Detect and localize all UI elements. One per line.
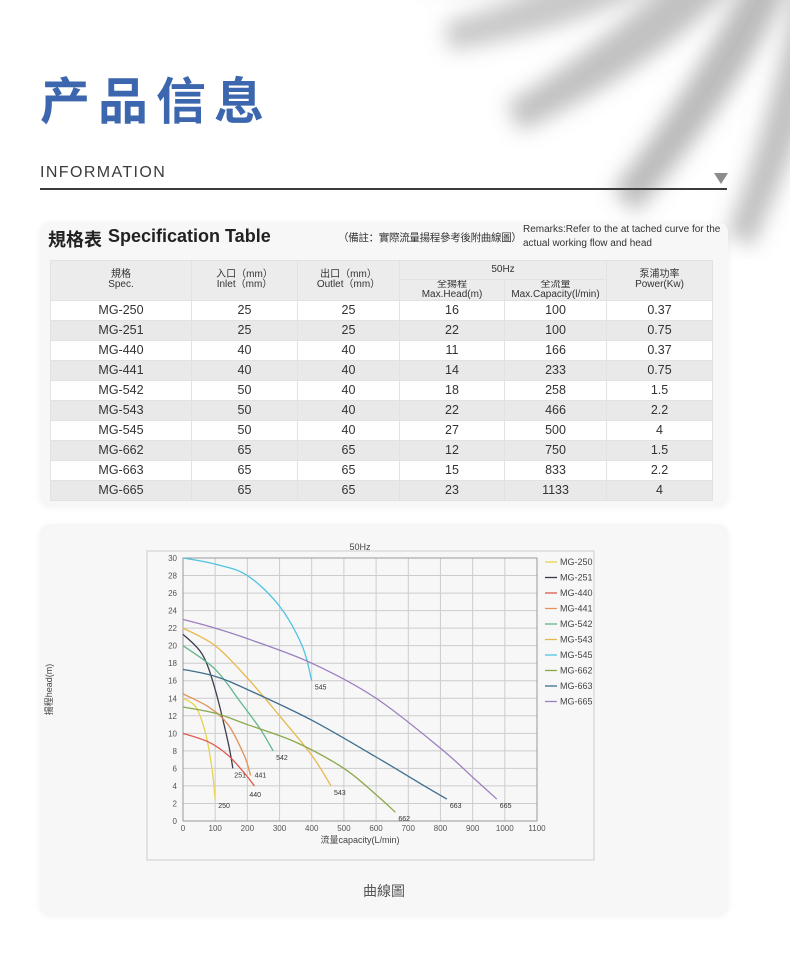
svg-text:MG-542: MG-542 bbox=[560, 619, 593, 629]
svg-text:MG-251: MG-251 bbox=[560, 573, 593, 583]
svg-text:1000: 1000 bbox=[496, 824, 514, 833]
svg-text:2: 2 bbox=[173, 799, 178, 808]
svg-text:16: 16 bbox=[168, 677, 177, 686]
svg-text:MG-440: MG-440 bbox=[560, 588, 593, 598]
svg-text:50Hz: 50Hz bbox=[349, 542, 371, 552]
svg-text:900: 900 bbox=[466, 824, 480, 833]
svg-text:26: 26 bbox=[168, 589, 177, 598]
svg-text:MG-665: MG-665 bbox=[560, 697, 593, 707]
svg-text:545: 545 bbox=[315, 685, 327, 692]
svg-text:542: 542 bbox=[276, 755, 288, 762]
svg-text:30: 30 bbox=[168, 554, 177, 563]
svg-text:MG-441: MG-441 bbox=[560, 604, 593, 614]
svg-text:600: 600 bbox=[369, 824, 383, 833]
svg-text:662: 662 bbox=[398, 816, 410, 823]
svg-text:4: 4 bbox=[173, 782, 178, 791]
svg-text:1100: 1100 bbox=[528, 824, 546, 833]
svg-text:440: 440 bbox=[249, 792, 261, 799]
svg-text:500: 500 bbox=[337, 824, 351, 833]
svg-text:0: 0 bbox=[181, 824, 186, 833]
svg-text:441: 441 bbox=[255, 772, 267, 779]
svg-text:28: 28 bbox=[168, 572, 177, 581]
svg-text:700: 700 bbox=[402, 824, 416, 833]
svg-text:MG-250: MG-250 bbox=[560, 557, 593, 567]
svg-text:250: 250 bbox=[218, 803, 230, 810]
svg-text:22: 22 bbox=[168, 624, 177, 633]
svg-text:200: 200 bbox=[241, 824, 255, 833]
svg-text:MG-662: MG-662 bbox=[560, 666, 593, 676]
svg-text:18: 18 bbox=[168, 659, 177, 668]
svg-text:300: 300 bbox=[273, 824, 287, 833]
svg-text:0: 0 bbox=[173, 817, 178, 826]
svg-text:400: 400 bbox=[305, 824, 319, 833]
svg-text:流量capacity(L/min): 流量capacity(L/min) bbox=[320, 834, 399, 845]
svg-text:800: 800 bbox=[434, 824, 448, 833]
svg-text:24: 24 bbox=[168, 607, 177, 616]
svg-text:14: 14 bbox=[168, 694, 177, 703]
svg-text:MG-545: MG-545 bbox=[560, 650, 593, 660]
svg-text:663: 663 bbox=[450, 803, 462, 810]
svg-text:10: 10 bbox=[168, 729, 177, 738]
svg-text:MG-663: MG-663 bbox=[560, 681, 593, 691]
svg-text:6: 6 bbox=[173, 764, 178, 773]
svg-text:665: 665 bbox=[500, 803, 512, 810]
svg-text:543: 543 bbox=[334, 790, 346, 797]
svg-text:20: 20 bbox=[168, 642, 177, 651]
svg-text:12: 12 bbox=[168, 712, 177, 721]
svg-text:MG-543: MG-543 bbox=[560, 635, 593, 645]
svg-text:揚程head(m): 揚程head(m) bbox=[43, 664, 54, 716]
svg-text:100: 100 bbox=[209, 824, 223, 833]
svg-text:8: 8 bbox=[173, 747, 178, 756]
